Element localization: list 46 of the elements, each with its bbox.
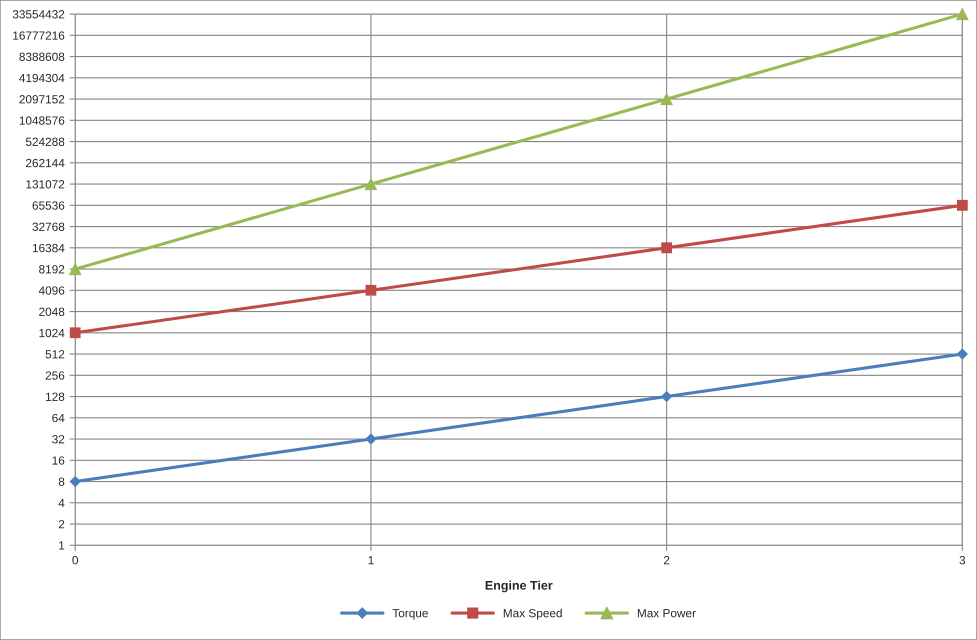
point [69, 262, 82, 276]
y-tick-label: 512 [46, 350, 64, 358]
point [364, 178, 378, 190]
legend-label: Max Power [638, 609, 696, 618]
y-tick-label: 128 [46, 392, 64, 401]
point [660, 92, 673, 106]
x-tick-label: 2 [664, 556, 670, 564]
y-tick-label: 262144 [26, 158, 64, 168]
y-tick-label: 8192 [39, 265, 64, 274]
y-tick-label: 4096 [38, 286, 64, 295]
y-tick-label: 2097152 [19, 95, 64, 104]
y-tick-label: 32768 [32, 222, 64, 231]
legend-label: Max Speed [504, 608, 562, 620]
y-tick-label: 1 [59, 541, 64, 550]
y-tick-label: 4 [58, 498, 64, 508]
point [956, 200, 968, 211]
y-tick-label: 16777216 [13, 31, 64, 40]
y-tick-label: 1048576 [20, 116, 64, 125]
point [366, 284, 376, 296]
point [366, 434, 376, 444]
point [661, 391, 672, 402]
y-tick-label: 32 [52, 435, 64, 444]
point [70, 327, 81, 338]
y-tick-label: 64 [52, 414, 64, 422]
y-tick-label: 33554432 [12, 10, 64, 18]
y-tick-label: 16 [52, 456, 64, 465]
x-tick-label: 1 [368, 556, 374, 564]
y-tick-label: 8388608 [19, 52, 64, 61]
point [661, 242, 672, 254]
point [956, 8, 968, 20]
y-tick-label: 8 [58, 478, 64, 486]
x-axis-title: Engine Tier [486, 580, 553, 592]
y-tick-label: 4194304 [19, 74, 64, 82]
y-tick-label: 2048 [39, 308, 64, 316]
point [70, 476, 81, 487]
y-tick-label: 65536 [32, 201, 64, 210]
legend-label: Torque [392, 609, 428, 620]
y-tick-label: 131072 [26, 180, 64, 188]
y-tick-label: 16384 [32, 244, 64, 252]
y-tick-label: 1024 [39, 328, 64, 338]
y-tick-label: 2 [58, 520, 64, 528]
x-tick-label: 3 [960, 556, 966, 564]
y-tick-label: 256 [46, 371, 64, 380]
y-tick-label: 524288 [26, 138, 64, 146]
point [956, 348, 968, 360]
x-tick-label: 0 [72, 556, 78, 564]
